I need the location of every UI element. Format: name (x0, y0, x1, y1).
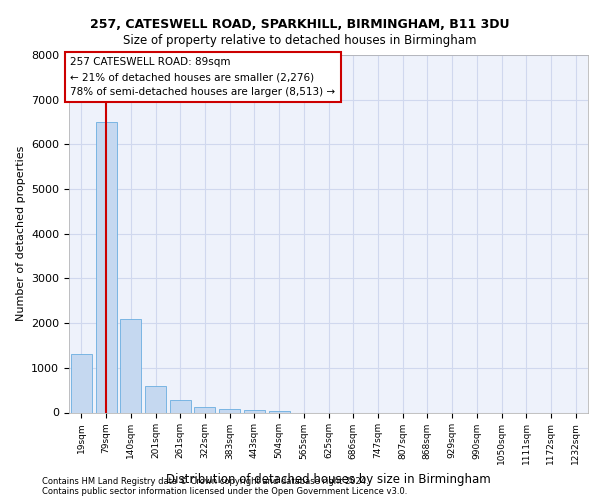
Y-axis label: Number of detached properties: Number of detached properties (16, 146, 26, 322)
Bar (95, 122, 116, 412)
Bar (71, 354, 92, 412)
Bar (244, 410, 265, 412)
Text: 257, CATESWELL ROAD, SPARKHILL, BIRMINGHAM, B11 3DU: 257, CATESWELL ROAD, SPARKHILL, BIRMINGH… (90, 18, 510, 30)
X-axis label: Distribution of detached houses by size in Birmingham: Distribution of detached houses by size … (166, 472, 491, 486)
Text: Size of property relative to detached houses in Birmingham: Size of property relative to detached ho… (123, 34, 477, 47)
Text: Contains public sector information licensed under the Open Government Licence v3: Contains public sector information licen… (42, 487, 407, 496)
Text: 257 CATESWELL ROAD: 89sqm
← 21% of detached houses are smaller (2,276)
78% of se: 257 CATESWELL ROAD: 89sqm ← 21% of detac… (70, 57, 335, 97)
Bar (194, 406, 215, 412)
Bar (145, 386, 166, 412)
Bar (219, 409, 240, 412)
Bar (170, 400, 191, 412)
Bar (120, 318, 141, 412)
Bar (269, 411, 290, 412)
Text: Contains HM Land Registry data © Crown copyright and database right 2024.: Contains HM Land Registry data © Crown c… (42, 477, 368, 486)
